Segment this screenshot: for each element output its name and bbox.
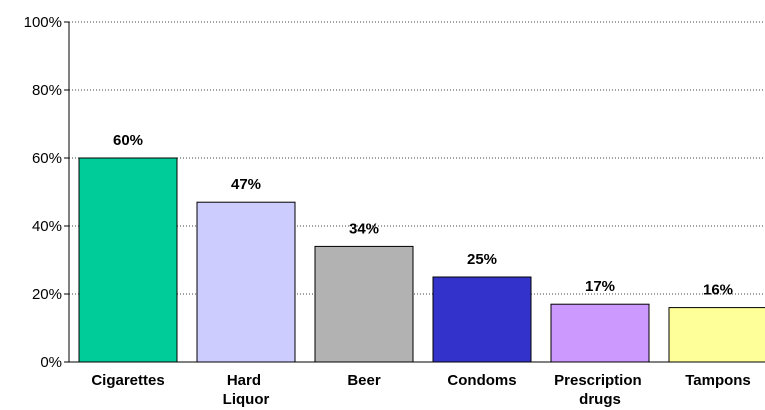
bar bbox=[550, 303, 650, 363]
bar bbox=[432, 276, 532, 363]
data-label: 25% bbox=[467, 251, 497, 268]
y-tick-label: 20% bbox=[32, 286, 62, 303]
bar bbox=[196, 201, 296, 363]
x-tick-label: Cigarettes bbox=[91, 372, 164, 389]
x-tick-label: Hard Liquor bbox=[223, 372, 270, 408]
x-tick-label: Tampons bbox=[685, 372, 751, 389]
x-tick-label: Beer bbox=[347, 372, 381, 389]
data-label: 47% bbox=[231, 176, 261, 193]
y-tick-label: 100% bbox=[24, 14, 62, 31]
y-tick-label: 80% bbox=[32, 82, 62, 99]
x-tick-label: Condoms bbox=[447, 372, 516, 389]
x-tick-label: Prescription drugs bbox=[554, 372, 646, 408]
y-tick-label: 40% bbox=[32, 218, 62, 235]
data-label: 17% bbox=[585, 278, 615, 295]
data-label: 16% bbox=[703, 282, 733, 299]
data-label: 60% bbox=[113, 132, 143, 149]
y-tick-label: 0% bbox=[40, 354, 62, 371]
data-label: 34% bbox=[349, 220, 379, 237]
bar bbox=[78, 157, 178, 363]
bar bbox=[668, 307, 765, 363]
y-tick-label: 60% bbox=[32, 150, 62, 167]
bar bbox=[314, 245, 414, 363]
